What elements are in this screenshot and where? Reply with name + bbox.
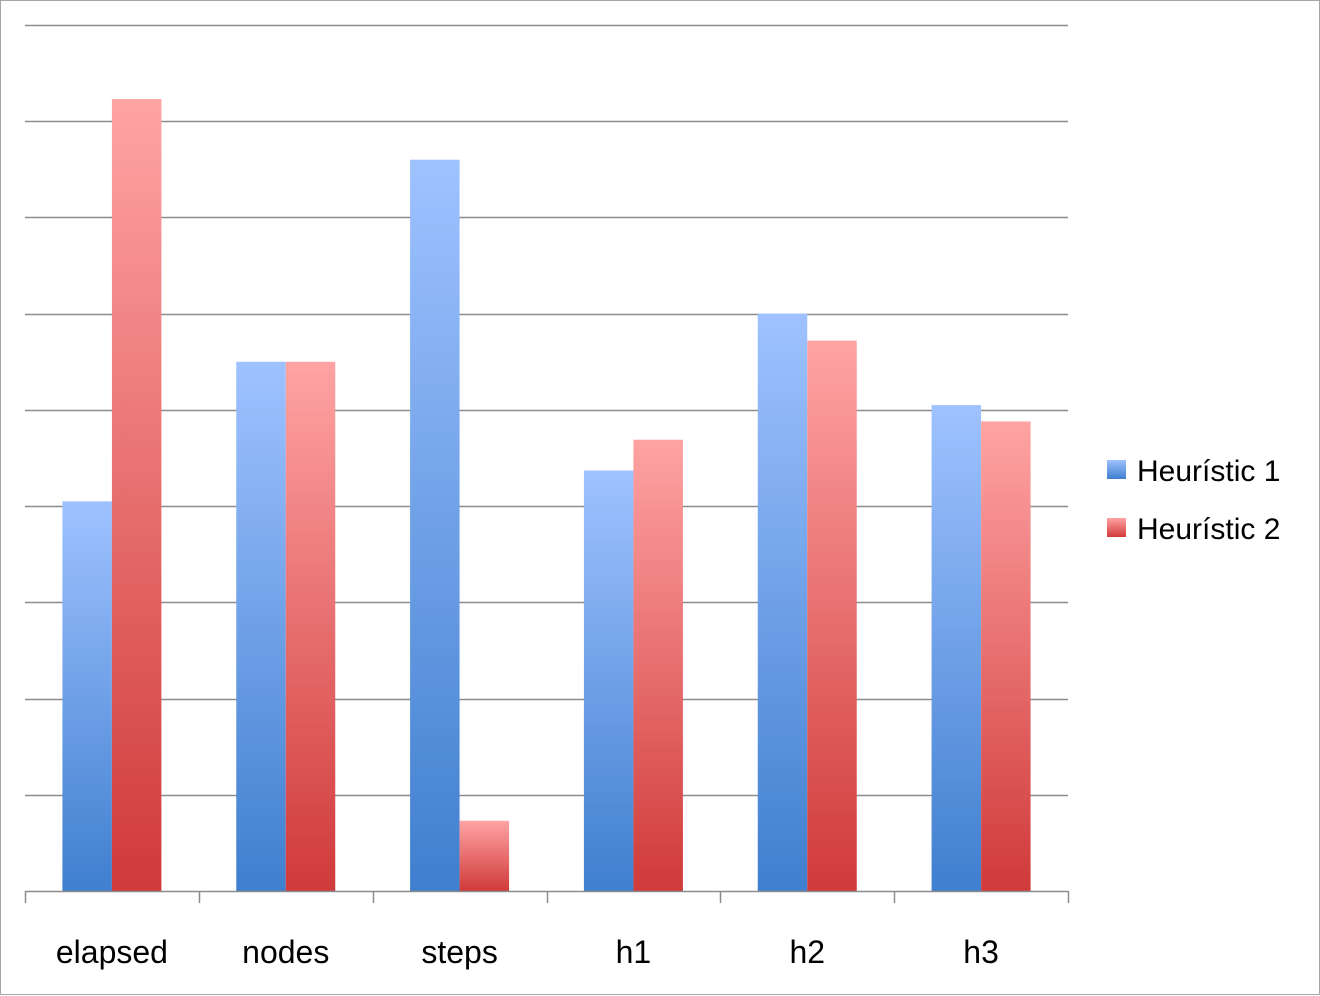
legend-label-series-2: Heurístic 2 bbox=[1137, 513, 1280, 546]
bar-h2-series-1 bbox=[757, 313, 808, 892]
category-labels: elapsed nodes steps h1 h2 h3 bbox=[56, 934, 999, 970]
legend-swatch-series-1 bbox=[1107, 460, 1126, 479]
bar-h3-series-1 bbox=[931, 405, 982, 891]
bar-elapsed-series-1 bbox=[62, 501, 112, 891]
bar-h1-series-1 bbox=[583, 470, 634, 891]
bar-elapsed-series-2 bbox=[111, 99, 162, 891]
gridlines bbox=[25, 24, 1068, 797]
bar-nodes-series-1 bbox=[236, 361, 286, 891]
bars bbox=[62, 99, 1031, 892]
bar-steps-series-2 bbox=[459, 820, 510, 891]
x-axis bbox=[24, 890, 1070, 903]
category-label-elapsed: elapsed bbox=[56, 934, 168, 970]
category-label-h1: h1 bbox=[616, 934, 652, 970]
legend-swatch-series-2 bbox=[1107, 518, 1126, 537]
bar-h1-series-2 bbox=[633, 439, 683, 891]
category-label-h3: h3 bbox=[963, 934, 999, 970]
category-label-steps: steps bbox=[421, 934, 497, 970]
bar-steps-series-1 bbox=[410, 159, 460, 891]
category-label-h2: h2 bbox=[789, 934, 825, 970]
category-label-nodes: nodes bbox=[242, 934, 329, 970]
bar-h3-series-2 bbox=[981, 421, 1031, 891]
bar-nodes-series-2 bbox=[285, 361, 336, 891]
bar-h2-series-2 bbox=[807, 340, 857, 891]
legend-label-series-1: Heurístic 1 bbox=[1137, 455, 1280, 488]
legend: Heurístic 1 Heurístic 2 bbox=[1107, 455, 1280, 546]
